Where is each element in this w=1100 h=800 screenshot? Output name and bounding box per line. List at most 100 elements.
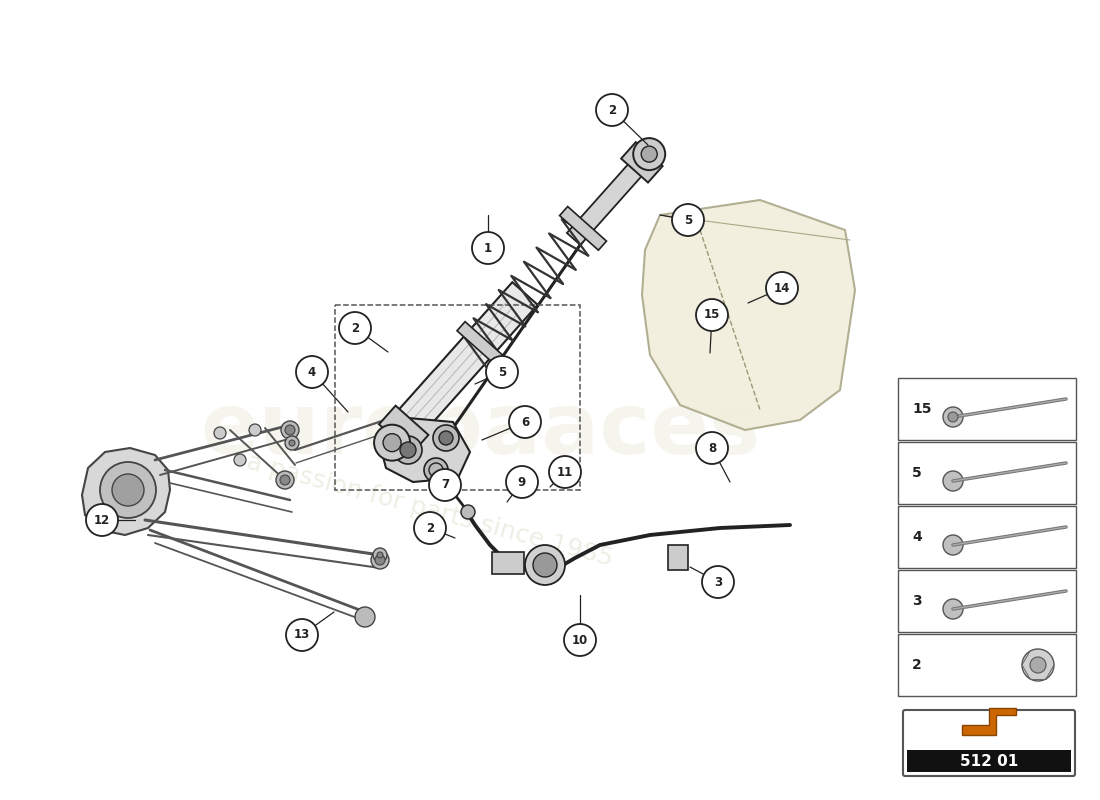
Text: 11: 11 [557, 466, 573, 478]
Text: 2: 2 [608, 103, 616, 117]
Circle shape [383, 434, 402, 452]
Circle shape [1030, 657, 1046, 673]
Circle shape [377, 552, 383, 558]
Text: 3: 3 [714, 575, 722, 589]
Circle shape [430, 464, 442, 476]
Text: 10: 10 [572, 634, 588, 646]
Text: 9: 9 [518, 475, 526, 489]
Text: 2: 2 [351, 322, 359, 334]
Polygon shape [668, 545, 688, 570]
Circle shape [948, 412, 958, 422]
Circle shape [696, 299, 728, 331]
Circle shape [374, 425, 410, 461]
Circle shape [112, 474, 144, 506]
Circle shape [943, 535, 962, 555]
Polygon shape [560, 206, 606, 250]
Text: 4: 4 [308, 366, 316, 378]
FancyBboxPatch shape [903, 710, 1075, 776]
Circle shape [280, 475, 290, 485]
Circle shape [371, 551, 389, 569]
Text: europaaces: europaaces [200, 389, 760, 471]
Circle shape [394, 436, 422, 464]
Text: 5: 5 [912, 466, 922, 480]
Circle shape [286, 619, 318, 651]
Bar [898, 442, 1076, 504]
Polygon shape [962, 708, 1016, 735]
Text: 8: 8 [708, 442, 716, 454]
Text: a passion for parts since 1985: a passion for parts since 1985 [244, 450, 616, 570]
Text: 5: 5 [684, 214, 692, 226]
Text: 5: 5 [498, 366, 506, 378]
Circle shape [285, 436, 299, 450]
Polygon shape [642, 200, 855, 430]
Polygon shape [379, 406, 429, 454]
Circle shape [285, 425, 295, 435]
Text: 1: 1 [484, 242, 492, 254]
Circle shape [280, 421, 299, 439]
Polygon shape [621, 142, 662, 182]
Circle shape [943, 471, 962, 491]
Circle shape [296, 356, 328, 388]
Circle shape [289, 440, 295, 446]
Text: 14: 14 [773, 282, 790, 294]
Circle shape [429, 469, 461, 501]
Circle shape [634, 138, 665, 170]
Circle shape [339, 312, 371, 344]
Circle shape [373, 548, 387, 562]
Polygon shape [379, 418, 470, 482]
Circle shape [564, 624, 596, 656]
Circle shape [1022, 649, 1054, 681]
Text: 12: 12 [94, 514, 110, 526]
Text: 6: 6 [521, 415, 529, 429]
Bar [336, 305, 580, 490]
Circle shape [429, 463, 443, 477]
Circle shape [214, 427, 225, 439]
Circle shape [461, 505, 475, 519]
Circle shape [355, 607, 375, 627]
Bar [898, 570, 1076, 632]
Circle shape [86, 504, 118, 536]
Polygon shape [492, 552, 524, 574]
Circle shape [766, 272, 797, 304]
Text: 512 01: 512 01 [960, 754, 1019, 769]
Polygon shape [566, 142, 661, 245]
Circle shape [641, 146, 657, 162]
Circle shape [100, 462, 156, 518]
Circle shape [696, 432, 728, 464]
Circle shape [234, 454, 246, 466]
Polygon shape [456, 322, 504, 366]
Circle shape [506, 466, 538, 498]
Circle shape [439, 431, 453, 445]
Bar [898, 506, 1076, 568]
Circle shape [486, 356, 518, 388]
Text: 15: 15 [704, 309, 720, 322]
Text: 3: 3 [912, 594, 922, 608]
Circle shape [249, 424, 261, 436]
Polygon shape [377, 282, 538, 456]
Circle shape [672, 204, 704, 236]
Text: 2: 2 [426, 522, 434, 534]
Circle shape [596, 94, 628, 126]
Text: 15: 15 [912, 402, 932, 416]
Circle shape [276, 471, 294, 489]
Circle shape [702, 566, 734, 598]
Text: 13: 13 [294, 629, 310, 642]
Circle shape [943, 599, 962, 619]
Circle shape [400, 442, 416, 458]
Circle shape [509, 406, 541, 438]
Circle shape [424, 458, 448, 482]
Polygon shape [82, 448, 170, 535]
Circle shape [472, 232, 504, 264]
Circle shape [549, 456, 581, 488]
Bar [898, 634, 1076, 696]
Circle shape [534, 553, 557, 577]
Text: 2: 2 [912, 658, 922, 672]
Text: 7: 7 [441, 478, 449, 491]
Circle shape [414, 512, 446, 544]
Circle shape [375, 555, 385, 565]
Bar [908, 750, 1071, 772]
Circle shape [525, 545, 565, 585]
Circle shape [943, 407, 962, 427]
Bar [898, 378, 1076, 440]
Text: 4: 4 [912, 530, 922, 544]
